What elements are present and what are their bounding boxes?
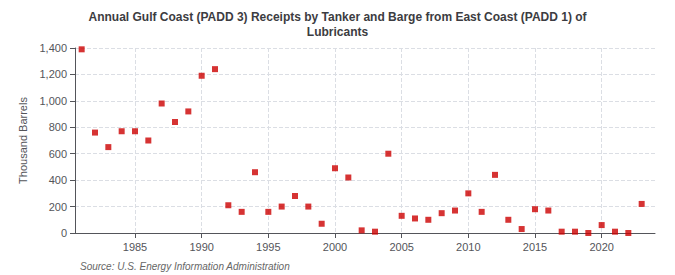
svg-text:1990: 1990 (189, 241, 213, 253)
svg-text:1985: 1985 (123, 241, 147, 253)
svg-text:200: 200 (49, 201, 67, 213)
svg-text:2020: 2020 (589, 241, 613, 253)
svg-text:800: 800 (49, 121, 67, 133)
svg-text:2005: 2005 (389, 241, 413, 253)
svg-text:2015: 2015 (523, 241, 547, 253)
svg-text:0: 0 (61, 227, 67, 239)
svg-text:2010: 2010 (456, 241, 480, 253)
svg-text:1995: 1995 (256, 241, 280, 253)
svg-text:Source: U.S. Energy Informatio: Source: U.S. Energy Information Administ… (80, 261, 290, 272)
svg-text:1,000: 1,000 (39, 95, 67, 107)
svg-text:600: 600 (49, 148, 67, 160)
svg-text:2000: 2000 (323, 241, 347, 253)
svg-text:1,400: 1,400 (39, 42, 67, 54)
svg-text:1,200: 1,200 (39, 68, 67, 80)
svg-text:Annual Gulf Coast (PADD 3) Rec: Annual Gulf Coast (PADD 3) Receipts by T… (88, 10, 587, 24)
svg-text:400: 400 (49, 174, 67, 186)
svg-text:Lubricants: Lubricants (307, 25, 369, 39)
svg-text:Thousand Barrels: Thousand Barrels (17, 97, 29, 184)
